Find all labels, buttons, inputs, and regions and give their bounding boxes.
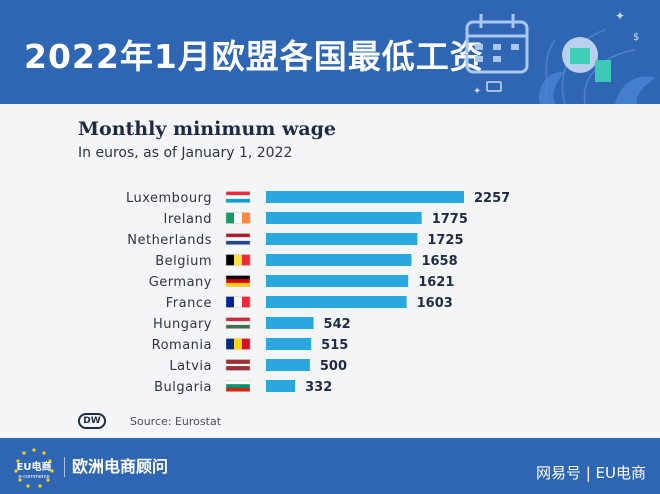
category-label-bulgaria: Bulgaria [154, 380, 212, 395]
category-label-france: France [166, 296, 212, 311]
flag-hungary-icon [225, 317, 251, 329]
brand-logo-subtext: e-commerce [18, 474, 49, 480]
flag-luxembourg-icon [225, 191, 251, 203]
value-label-germany: 1621 [418, 275, 454, 290]
value-label-france: 1603 [417, 296, 453, 311]
header-banner: 2022年1月欧盟各国最低工资 ✦ ✦ $ [0, 0, 660, 104]
watermark-text: 网易号 | EU电商 [535, 464, 646, 482]
category-label-netherlands: Netherlands [127, 233, 212, 248]
bar-latvia [266, 359, 310, 371]
category-label-luxembourg: Luxembourg [126, 191, 212, 206]
value-label-latvia: 500 [320, 359, 347, 374]
flag-ireland-icon [225, 212, 251, 224]
bar-hungary [266, 317, 314, 329]
flag-germany-icon [225, 275, 251, 287]
bar-luxembourg [266, 191, 464, 203]
bar-belgium [266, 254, 412, 266]
flag-france-icon [225, 296, 251, 308]
bottom-bar [0, 438, 660, 494]
value-label-bulgaria: 332 [305, 380, 332, 395]
chart-card [0, 104, 660, 438]
chart-title: Monthly minimum wage [78, 118, 337, 140]
category-label-ireland: Ireland [164, 212, 212, 227]
value-label-netherlands: 1725 [427, 233, 463, 248]
eu-ecommerce-logo: EU电商 e-commerce [14, 448, 54, 488]
bar-france [266, 296, 407, 308]
bar-netherlands [266, 233, 418, 245]
category-label-romania: Romania [152, 338, 212, 353]
value-label-ireland: 1775 [432, 212, 468, 227]
brand-logo-text: EU电商 [17, 460, 52, 473]
flag-netherlands-icon [225, 233, 251, 245]
dw-logo: DW [78, 413, 106, 429]
brand-divider [64, 457, 65, 477]
bar-ireland [266, 212, 422, 224]
source-text: Source: Eurostat [130, 414, 222, 428]
value-label-hungary: 542 [324, 317, 351, 332]
category-label-belgium: Belgium [155, 254, 212, 269]
calendar-illustration-icon: ✦ ✦ $ [465, 9, 655, 104]
value-label-luxembourg: 2257 [474, 191, 510, 206]
flag-bulgaria-icon [225, 380, 251, 392]
brand-name: 欧洲电商顾问 [72, 457, 169, 476]
svg-text:✦: ✦ [615, 9, 625, 23]
category-label-latvia: Latvia [169, 359, 212, 374]
bar-romania [266, 338, 312, 350]
category-label-germany: Germany [149, 275, 212, 290]
bar-bulgaria [266, 380, 296, 392]
chart-subtitle: In euros, as of January 1, 2022 [78, 145, 293, 161]
value-label-romania: 515 [321, 338, 348, 353]
category-label-hungary: Hungary [153, 317, 212, 332]
flag-romania-icon [225, 338, 251, 350]
svg-text:✦: ✦ [473, 86, 481, 97]
page-title: 2022年1月欧盟各国最低工资 [24, 37, 484, 76]
svg-text:$: $ [633, 32, 639, 43]
source-footer: DW Source: Eurostat [78, 412, 221, 430]
flag-belgium-icon [225, 254, 251, 266]
bar-germany [266, 275, 409, 287]
bar-chart: Luxembourg 2257 Ireland 1775 Netherlands 1725… [126, 191, 510, 395]
value-label-belgium: 1658 [421, 254, 457, 269]
flag-latvia-icon [225, 359, 251, 371]
